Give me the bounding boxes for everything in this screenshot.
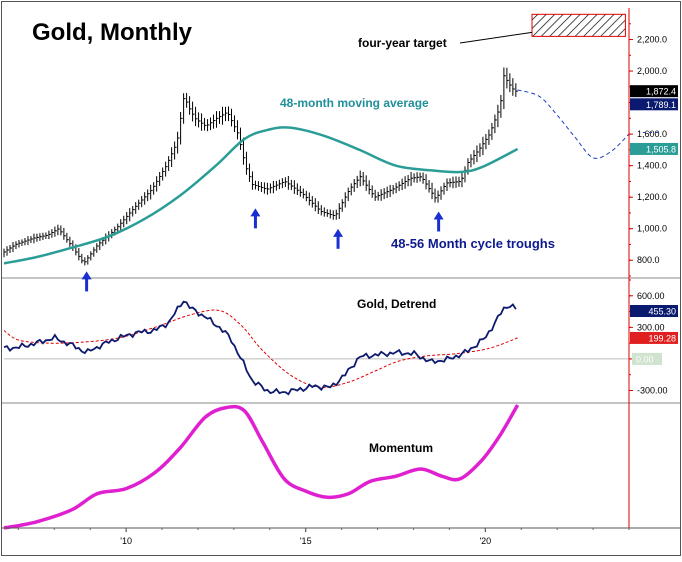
detrend-ma-line: [3, 309, 518, 388]
cycle-trough-arrow-icon: [250, 208, 261, 229]
price-y-tick-label: 2,200.0: [637, 35, 667, 45]
cycle-trough-arrow-icon: [333, 228, 344, 249]
price-y-tick-label: 1,000.0: [637, 224, 667, 234]
price-value-badge: 1,872.4: [630, 85, 678, 98]
price-value-badge-bg: [630, 142, 678, 155]
detrend-value-badge-bg: [630, 331, 678, 344]
detrend-line: [3, 300, 517, 396]
x-tick-label: '20: [479, 536, 491, 546]
detrend-y-tick-label: 600.00: [637, 291, 665, 301]
price-y-tick-label: 1,200.0: [637, 192, 667, 202]
detrend-value-badge-label: 455.30: [648, 307, 676, 317]
momentum-label: Momentum: [369, 441, 433, 455]
x-tick-label: '15: [300, 536, 312, 546]
price-y-tick-label: 2,000.0: [637, 66, 667, 76]
price-value-badge-label: 1,872.4: [646, 87, 676, 97]
arrow-head: [81, 271, 92, 280]
target-leader-line: [459, 31, 533, 44]
detrend-y-tick-label: 300.00: [637, 322, 665, 332]
chart-title: Gold, Monthly: [32, 19, 193, 46]
price-value-badge: 1,505.8: [630, 142, 678, 155]
target-box: [531, 13, 626, 37]
price-bars: [3, 67, 518, 266]
detrend-label: Gold, Detrend: [357, 297, 436, 311]
price-value-badge-label: 1,789.1: [646, 100, 676, 110]
price-value-badge-label: 1,505.8: [646, 144, 676, 154]
x-tick-label: '10: [120, 536, 132, 546]
detrend-zero-badge: 0.00: [632, 352, 662, 365]
cycle-trough-arrow-icon: [433, 211, 444, 232]
detrend-value-badge: 199.28: [630, 331, 678, 344]
price-value-badge: 1,789.1: [630, 98, 678, 111]
projection-line: [517, 89, 630, 159]
price-y-tick-label: 800.0: [637, 255, 660, 265]
detrend-y-tick-label: -300.00: [637, 385, 668, 395]
detrend-zero-badge-label: 0.00: [636, 354, 654, 364]
arrow-head: [250, 208, 261, 217]
arrow-head: [333, 228, 344, 237]
target-label: four-year target: [358, 36, 447, 50]
ma-48-line: [3, 126, 519, 265]
detrend-value-badge: 455.30: [630, 305, 678, 318]
price-value-badge-bg: [630, 98, 678, 111]
cycle-troughs-label: 48-56 Month cycle troughs: [391, 236, 555, 251]
detrend-value-badge-bg: [630, 305, 678, 318]
ma-label: 48-month moving average: [280, 96, 429, 110]
arrow-head: [433, 211, 444, 220]
detrend-zero-badge-bg: [632, 352, 662, 365]
price-y-tick-label: 1,600.0: [637, 129, 667, 139]
price-value-badge-bg: [630, 85, 678, 98]
cycle-trough-arrow-icon: [81, 271, 92, 292]
momentum-line: [3, 404, 520, 530]
detrend-value-badge-label: 199.28: [648, 333, 676, 343]
price-y-tick-label: 1,400.0: [637, 161, 667, 171]
